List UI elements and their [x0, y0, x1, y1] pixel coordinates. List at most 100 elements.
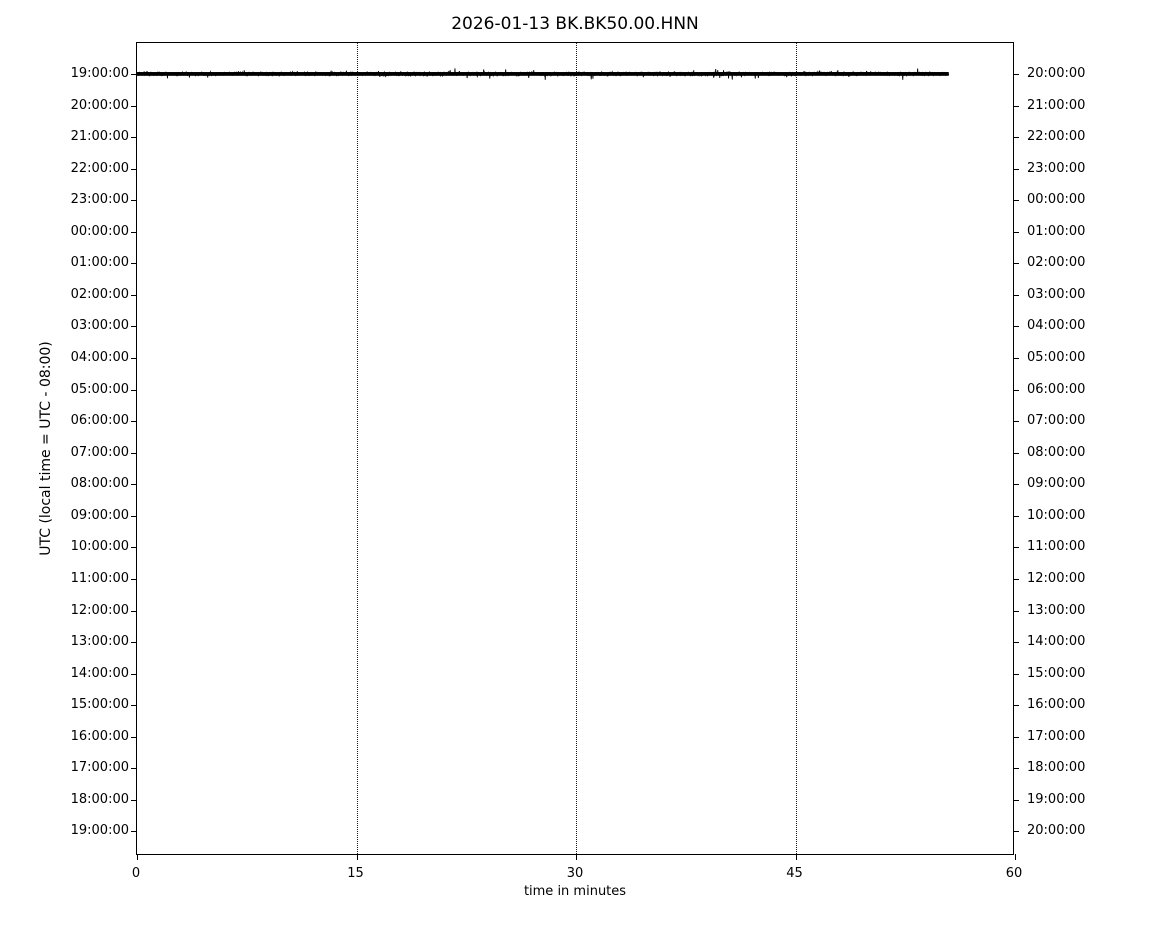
x-tick-label: 15 — [347, 866, 364, 881]
x-tick-mark — [137, 854, 138, 860]
gridline-vertical — [576, 43, 577, 854]
y-tick-label-right: 11:00:00 — [1027, 539, 1086, 555]
y-tick-mark-right — [1013, 74, 1019, 75]
y-tick-label-left: 09:00:00 — [70, 507, 129, 523]
y-tick-mark-right — [1013, 294, 1019, 296]
y-tick-label-left: 07:00:00 — [70, 444, 129, 460]
y-tick-label-left: 13:00:00 — [70, 634, 129, 650]
y-tick-label-left: 08:00:00 — [70, 476, 129, 492]
y-tick-mark-left — [131, 105, 137, 107]
seismic-trace-path — [137, 68, 949, 79]
y-tick-mark-left — [131, 326, 137, 328]
y-tick-mark-left — [131, 578, 137, 580]
y-tick-mark-left — [131, 642, 137, 644]
y-tick-mark-left — [131, 200, 137, 202]
y-tick-label-left: 21:00:00 — [70, 129, 129, 145]
y-tick-mark-right — [1013, 484, 1019, 486]
y-tick-mark-right — [1013, 326, 1019, 328]
gridline-vertical — [356, 43, 358, 854]
y-tick-mark-left — [131, 137, 137, 139]
y-tick-mark-right — [1013, 389, 1019, 391]
y-tick-label-right: 19:00:00 — [1027, 791, 1086, 807]
x-tick-mark — [356, 854, 358, 860]
x-tick-label: 45 — [786, 866, 803, 881]
y-tick-mark-right — [1013, 452, 1019, 454]
y-tick-label-left: 12:00:00 — [70, 602, 129, 618]
trace-paths — [137, 68, 949, 79]
y-tick-label-right: 20:00:00 — [1027, 823, 1086, 839]
y-tick-label-right: 07:00:00 — [1027, 413, 1086, 429]
y-tick-label-right: 22:00:00 — [1027, 129, 1086, 145]
y-tick-mark-right — [1013, 705, 1019, 707]
y-tick-mark-left — [131, 484, 137, 486]
y-tick-label-left: 14:00:00 — [70, 665, 129, 681]
y-tick-label-left: 00:00:00 — [70, 223, 129, 239]
y-tick-mark-left — [131, 452, 137, 454]
y-tick-mark-left — [131, 294, 137, 296]
y-tick-mark-left — [131, 610, 137, 612]
y-tick-label-right: 03:00:00 — [1027, 286, 1086, 302]
y-tick-label-right: 01:00:00 — [1027, 223, 1086, 239]
y-tick-mark-right — [1013, 736, 1019, 738]
x-tick-mark — [795, 854, 797, 860]
y-tick-label-right: 04:00:00 — [1027, 318, 1086, 334]
y-tick-mark-right — [1013, 578, 1019, 580]
y-tick-label-left: 18:00:00 — [70, 791, 129, 807]
y-tick-mark-left — [131, 231, 137, 233]
x-tick-mark — [576, 854, 577, 860]
y-tick-mark-right — [1013, 768, 1019, 770]
y-tick-label-right: 08:00:00 — [1027, 444, 1086, 460]
y-tick-label-right: 00:00:00 — [1027, 192, 1086, 208]
y-tick-label-right: 05:00:00 — [1027, 350, 1086, 366]
y-tick-label-left: 16:00:00 — [70, 728, 129, 744]
y-tick-label-right: 23:00:00 — [1027, 160, 1086, 176]
y-tick-label-left: 05:00:00 — [70, 381, 129, 397]
y-tick-mark-right — [1013, 547, 1019, 549]
gridline-vertical — [795, 43, 797, 854]
y-tick-mark-left — [131, 547, 137, 549]
y-axis-title: UTC (local time = UTC - 08:00) — [38, 341, 54, 556]
seismic-trace-core — [137, 72, 949, 76]
y-tick-mark-left — [131, 673, 137, 675]
y-tick-label-left: 06:00:00 — [70, 413, 129, 429]
y-tick-label-left: 01:00:00 — [70, 255, 129, 271]
y-tick-mark-right — [1013, 421, 1019, 423]
y-tick-label-left: 11:00:00 — [70, 570, 129, 586]
y-tick-mark-right — [1013, 137, 1019, 139]
y-tick-label-right: 10:00:00 — [1027, 507, 1086, 523]
x-tick-label: 0 — [131, 866, 141, 881]
y-tick-mark-left — [131, 736, 137, 738]
x-tick-label: 60 — [1005, 866, 1023, 881]
y-tick-mark-left — [131, 705, 137, 707]
data-trace-group — [137, 43, 1013, 854]
y-tick-label-right: 02:00:00 — [1027, 255, 1086, 271]
y-tick-label-left: 15:00:00 — [70, 697, 129, 713]
y-tick-mark-right — [1013, 673, 1019, 675]
y-tick-label-right: 12:00:00 — [1027, 570, 1086, 586]
y-tick-label-left: 10:00:00 — [70, 539, 129, 555]
y-tick-mark-right — [1013, 610, 1019, 612]
y-tick-label-left: 23:00:00 — [70, 192, 129, 208]
y-tick-label-left: 03:00:00 — [70, 318, 129, 334]
y-tick-label-right: 17:00:00 — [1027, 728, 1086, 744]
y-tick-label-right: 15:00:00 — [1027, 665, 1086, 681]
y-tick-label-left: 19:00:00 — [70, 823, 129, 839]
y-tick-label-left: 20:00:00 — [70, 97, 129, 113]
y-tick-label-left: 17:00:00 — [70, 760, 129, 776]
y-tick-label-right: 21:00:00 — [1027, 97, 1086, 113]
y-tick-mark-left — [131, 358, 137, 360]
y-tick-mark-right — [1013, 515, 1019, 517]
y-tick-mark-right — [1013, 168, 1019, 170]
y-tick-label-right: 06:00:00 — [1027, 381, 1086, 397]
seismic-trace-svg — [137, 43, 1013, 854]
y-tick-mark-right — [1013, 799, 1019, 801]
y-tick-label-left: 19:00:00 — [70, 66, 129, 81]
y-tick-mark-left — [131, 421, 137, 423]
y-tick-label-right: 13:00:00 — [1027, 602, 1086, 618]
y-tick-mark-left — [131, 768, 137, 770]
y-tick-mark-right — [1013, 831, 1019, 833]
y-tick-label-right: 09:00:00 — [1027, 476, 1086, 492]
y-tick-mark-left — [131, 799, 137, 801]
page-title: 2026-01-13 BK.BK50.00.HNN — [451, 14, 699, 34]
